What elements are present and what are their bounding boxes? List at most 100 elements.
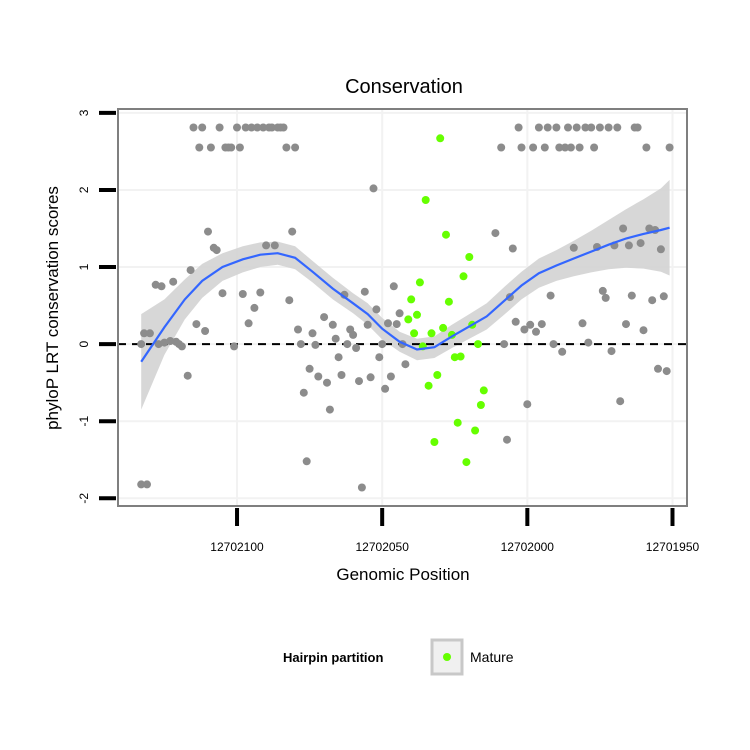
point-other-106 [543,123,552,132]
point-other-37 [250,303,259,312]
point-other-55 [302,457,311,466]
point-mature-13 [442,230,450,239]
point-other-116 [572,123,581,132]
point-other-135 [627,291,636,300]
point-other-38 [253,123,262,132]
point-other-125 [598,286,607,295]
point-other-47 [279,123,288,132]
point-other-145 [656,245,665,254]
point-other-14 [183,371,192,380]
point-other-25 [215,123,224,132]
point-mature-20 [462,458,471,467]
point-mature-6 [421,196,430,204]
x-tick-label-1: 12702050 [356,540,410,554]
point-other-80 [378,340,387,349]
point-other-130 [613,123,622,132]
point-other-115 [569,243,578,252]
point-other-71 [352,344,361,352]
point-mature-17 [453,418,462,427]
point-other-13 [177,342,186,351]
point-other-104 [537,320,546,329]
point-other-29 [227,143,236,152]
point-mature-2 [410,329,419,338]
point-other-73 [357,483,366,492]
point-other-103 [534,123,543,132]
panel-border [117,108,688,507]
point-other-139 [639,326,648,335]
point-other-94 [508,244,517,253]
point-other-50 [288,227,297,236]
point-other-72 [355,377,363,386]
point-other-110 [555,143,564,152]
point-other-59 [314,372,323,381]
point-other-100 [526,320,535,329]
point-other-82 [384,319,392,328]
point-other-83 [386,372,395,381]
point-other-40 [259,123,268,132]
point-other-81 [381,384,390,393]
point-mature-8 [427,329,436,338]
y-axis: -2 -1 0 1 2 3 [77,109,116,504]
point-other-49 [285,296,294,305]
gridlines [118,109,687,506]
point-other-15 [186,266,195,275]
chart-title: Conservation [345,76,463,98]
plot-panel [117,108,688,507]
point-other-111 [558,347,567,356]
point-other-101 [529,143,538,152]
point-other-57 [308,329,317,338]
point-other-99 [523,400,532,409]
point-other-0 [137,340,146,349]
point-other-131 [616,397,625,406]
x-tick-label-2: 12702000 [501,540,555,554]
point-other-21 [204,227,212,236]
point-other-74 [360,287,369,296]
point-other-137 [633,123,642,132]
y-tick-label-0: -2 [77,493,91,504]
point-other-26 [218,289,227,298]
x-axis-title: Genomic Position [336,565,469,584]
point-other-19 [198,123,207,132]
x-tick-label-0: 12702100 [210,540,264,554]
point-other-61 [323,378,331,387]
point-mature-23 [471,426,480,435]
point-mature-14 [444,297,453,306]
point-other-109 [552,123,561,132]
point-other-147 [662,367,671,376]
point-other-76 [366,373,375,382]
point-other-32 [235,143,244,152]
point-other-18 [195,143,204,152]
point-other-10 [169,277,178,286]
point-other-92 [503,435,511,444]
point-other-33 [238,290,247,298]
point-other-120 [584,338,593,347]
point-other-4 [145,329,154,338]
y-tick-label-2: 0 [77,340,91,347]
point-other-75 [363,320,372,329]
point-other-85 [392,320,401,329]
point-other-127 [604,123,613,132]
y-axis-title: phyloP LRT conservation scores [43,186,62,430]
point-other-121 [587,123,596,132]
point-other-66 [337,371,346,379]
point-other-54 [299,388,308,397]
point-other-56 [305,364,314,373]
point-other-142 [648,296,657,305]
point-other-58 [311,340,320,349]
smooth-line [140,226,670,363]
point-other-78 [372,305,381,314]
point-other-30 [230,342,239,351]
point-other-60 [320,313,329,322]
point-other-16 [189,123,198,132]
y-tick-label-1: -1 [77,416,91,427]
point-other-118 [578,319,587,328]
point-other-48 [282,143,291,152]
point-other-17 [192,320,201,329]
point-other-41 [262,241,271,250]
point-other-88 [401,360,410,369]
point-mature-0 [404,315,413,324]
point-other-2 [143,480,151,489]
point-other-24 [212,246,221,255]
y-tick-label-5: 3 [77,109,91,116]
point-other-68 [343,340,352,349]
